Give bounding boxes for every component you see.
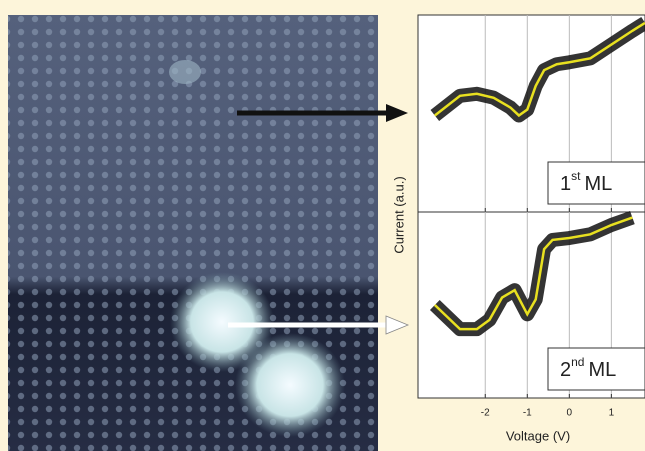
y-axis-label: Current (a.u.) bbox=[391, 176, 406, 253]
x-axis-label: Voltage (V) bbox=[506, 428, 570, 443]
panel-label-number: 1 bbox=[560, 173, 571, 195]
x-tick-label: 1 bbox=[609, 408, 615, 419]
panel-label-number: 2 bbox=[560, 359, 571, 381]
x-tick-label: -2 bbox=[481, 408, 490, 419]
x-tick-label: 0 bbox=[567, 408, 573, 419]
panel-label: 2nd ML bbox=[560, 355, 616, 381]
panel-label-sup: nd bbox=[571, 355, 584, 369]
panel-label: 1st ML bbox=[560, 169, 612, 195]
x-tick-label: -1 bbox=[523, 408, 532, 419]
panel-label-text: ML bbox=[588, 359, 616, 381]
arrows bbox=[228, 104, 410, 335]
label-box bbox=[547, 161, 645, 205]
panel-label-sup: st bbox=[571, 169, 581, 183]
fit-line bbox=[433, 216, 633, 331]
label-box bbox=[547, 347, 645, 391]
fit-line bbox=[434, 21, 645, 118]
panel-label-text: ML bbox=[584, 173, 612, 195]
stm-image bbox=[8, 15, 378, 451]
